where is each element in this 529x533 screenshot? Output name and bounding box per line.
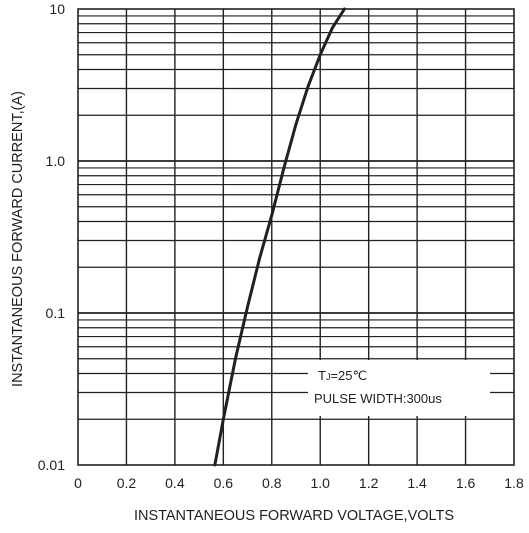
annotation-pulse-width: PULSE WIDTH:300us	[314, 391, 442, 406]
x-tick-label: 0.6	[214, 475, 234, 491]
x-tick-label: 1.4	[407, 475, 427, 491]
x-tick-labels: 0 0.2 0.4 0.6 0.8 1.0 1.2 1.4 1.6 1.8	[74, 475, 524, 491]
x-tick-label: 0.8	[262, 475, 282, 491]
series-layer	[213, 7, 346, 467]
x-tick-label: 1.2	[359, 475, 379, 491]
series-line	[213, 7, 346, 467]
plot-frame	[77, 8, 515, 466]
annotation-temperature: TJ=25℃	[318, 368, 367, 383]
y-tick-label: 10	[49, 1, 65, 17]
y-tick-label: 1.0	[46, 153, 66, 169]
annotation-temp-subscript: J	[326, 372, 331, 382]
x-tick-label: 1.6	[456, 475, 476, 491]
x-tick-label: 0.4	[165, 475, 185, 491]
annotation-temp-suffix: =25℃	[330, 368, 367, 383]
y-tick-label: 0.1	[46, 305, 66, 321]
x-tick-label: 0.2	[117, 475, 137, 491]
annotation-box: TJ=25℃ PULSE WIDTH:300us	[308, 360, 490, 416]
y-tick-label: 0.01	[38, 457, 65, 473]
x-tick-label: 1.0	[310, 475, 330, 491]
x-axis-title: INSTANTANEOUS FORWARD VOLTAGE,VOLTS	[134, 508, 454, 524]
annotation-temp-prefix: T	[318, 368, 326, 383]
x-tick-label: 0	[74, 475, 82, 491]
annotation-background	[308, 360, 490, 416]
x-tick-label: 1.8	[504, 475, 524, 491]
y-tick-labels: 0.01 0.1 1.0 10	[38, 1, 65, 473]
y-axis-title: INSTANTANEOUS FORWARD CURRENT,(A)	[10, 91, 26, 387]
